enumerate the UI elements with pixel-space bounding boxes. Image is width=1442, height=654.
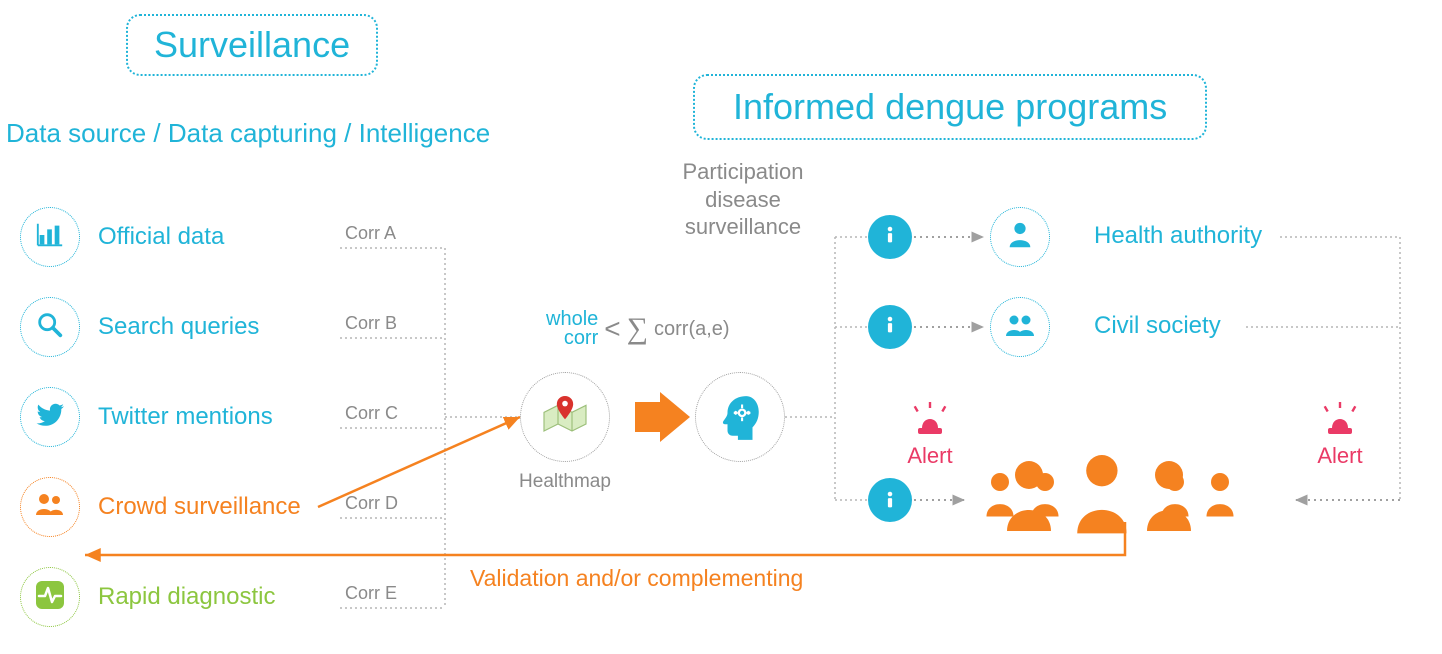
head-gear-icon xyxy=(715,392,765,442)
source-row-3: Crowd surveillance xyxy=(20,477,301,537)
corr-label-4: Corr E xyxy=(345,583,397,604)
bar-chart-icon-circle xyxy=(20,207,80,267)
info-dot-crowd xyxy=(868,478,912,522)
source-row-1: Search queries xyxy=(20,297,259,357)
corr-label-1: Corr B xyxy=(345,313,397,334)
alert-right-label: Alert xyxy=(1316,443,1364,469)
source-row-0: Official data xyxy=(20,207,224,267)
healthmap-label: Healthmap xyxy=(500,470,630,494)
people-icon-circle xyxy=(20,477,80,537)
alert-left-label: Alert xyxy=(906,443,954,469)
twitter-icon-circle xyxy=(20,387,80,447)
recipient-circle-0 xyxy=(990,207,1050,267)
pulse-icon-circle xyxy=(20,567,80,627)
source-label-0: Official data xyxy=(98,223,224,251)
source-label-1: Search queries xyxy=(98,313,259,341)
crowd-icon xyxy=(970,455,1280,535)
group-icon xyxy=(1004,309,1036,346)
corr-label-2: Corr C xyxy=(345,403,398,424)
surveillance-subhead: Data source / Data capturing / Intellige… xyxy=(6,118,490,149)
source-row-2: Twitter mentions xyxy=(20,387,273,447)
magnifier-icon-circle xyxy=(20,297,80,357)
info-icon xyxy=(879,489,901,511)
pulse-icon xyxy=(34,579,66,616)
source-label-2: Twitter mentions xyxy=(98,403,273,431)
source-label-3: Crowd surveillance xyxy=(98,493,301,521)
alert-left: Alert xyxy=(906,398,954,469)
recipient-circle-1 xyxy=(990,297,1050,357)
recipient-label-1: Civil society xyxy=(1094,312,1221,340)
map-pin-icon xyxy=(537,389,593,445)
surveillance-title: Surveillance xyxy=(154,24,350,65)
validation-label: Validation and/or complementing xyxy=(470,565,803,592)
participation-label: Participationdiseasesurveillance xyxy=(628,158,858,241)
person-icon xyxy=(1005,220,1035,255)
programs-title-box: Informed dengue programs xyxy=(693,74,1207,140)
crowd-cluster xyxy=(970,455,1280,540)
healthmap-node xyxy=(520,372,610,462)
twitter-icon xyxy=(34,399,66,436)
source-label-4: Rapid diagnostic xyxy=(98,583,275,611)
info-dot-1 xyxy=(868,305,912,349)
sigma: ∑ xyxy=(627,312,648,346)
source-row-4: Rapid diagnostic xyxy=(20,567,275,627)
siren-icon xyxy=(1316,398,1364,438)
recipient-label-0: Health authority xyxy=(1094,222,1262,250)
info-icon xyxy=(879,224,901,251)
formula-rhs: corr(a,e) xyxy=(654,318,730,341)
alert-right: Alert xyxy=(1316,398,1364,469)
info-icon xyxy=(879,314,901,341)
lessthan: < xyxy=(604,313,620,345)
surveillance-title-box: Surveillance xyxy=(126,14,378,76)
intelligence-node xyxy=(695,372,785,462)
formula-corr: corr xyxy=(546,329,598,348)
corr-label-0: Corr A xyxy=(345,223,396,244)
people-icon xyxy=(34,489,66,526)
info-dot-0 xyxy=(868,215,912,259)
bar-chart-icon xyxy=(35,220,65,255)
formula: whole corr < ∑ corr(a,e) xyxy=(546,310,730,348)
siren-icon xyxy=(906,398,954,438)
magnifier-icon xyxy=(35,310,65,345)
programs-title: Informed dengue programs xyxy=(733,86,1167,127)
corr-label-3: Corr D xyxy=(345,493,398,514)
